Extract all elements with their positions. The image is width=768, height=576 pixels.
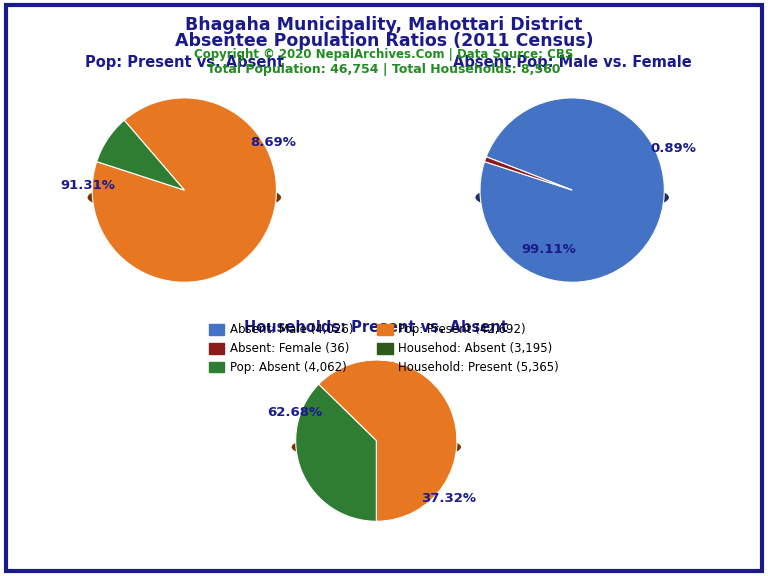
Wedge shape xyxy=(485,157,572,190)
Text: 99.11%: 99.11% xyxy=(521,244,576,256)
Wedge shape xyxy=(480,98,664,282)
Text: Total Population: 46,754 | Total Households: 8,560: Total Population: 46,754 | Total Househo… xyxy=(207,63,561,77)
Wedge shape xyxy=(92,98,276,282)
Ellipse shape xyxy=(475,181,669,214)
Wedge shape xyxy=(319,360,457,521)
Text: 62.68%: 62.68% xyxy=(267,406,323,419)
Text: 37.32%: 37.32% xyxy=(421,492,475,505)
Wedge shape xyxy=(296,384,376,521)
Wedge shape xyxy=(97,120,184,190)
Text: Copyright © 2020 NepalArchives.Com | Data Source: CBS: Copyright © 2020 NepalArchives.Com | Dat… xyxy=(194,48,574,62)
Ellipse shape xyxy=(88,181,281,214)
Title: Pop: Present vs. Absent: Pop: Present vs. Absent xyxy=(84,55,284,70)
Ellipse shape xyxy=(292,433,461,461)
Text: Absentee Population Ratios (2011 Census): Absentee Population Ratios (2011 Census) xyxy=(174,32,594,50)
Title: Absent Pop: Male vs. Female: Absent Pop: Male vs. Female xyxy=(453,55,691,70)
Text: 0.89%: 0.89% xyxy=(650,142,697,155)
Legend: Absent: Male (4,026), Absent: Female (36), Pop: Absent (4,062), Pop: Present (42: Absent: Male (4,026), Absent: Female (36… xyxy=(205,320,563,378)
Text: Bhagaha Municipality, Mahottari District: Bhagaha Municipality, Mahottari District xyxy=(185,16,583,34)
Text: 8.69%: 8.69% xyxy=(250,136,296,149)
Text: 91.31%: 91.31% xyxy=(60,179,114,192)
Title: Households: Present vs. Absent: Households: Present vs. Absent xyxy=(244,320,508,335)
